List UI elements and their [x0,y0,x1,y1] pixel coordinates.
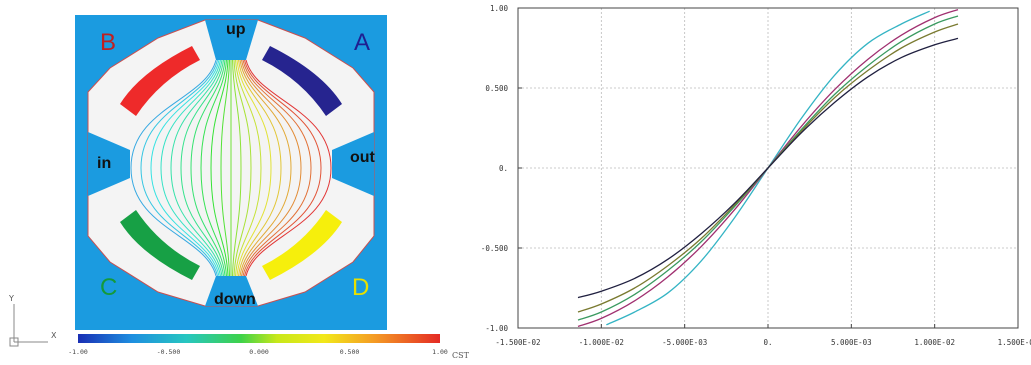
triad-x-label: X [51,331,57,340]
field-lines [130,59,332,277]
x-tick-label: 0. [763,338,772,347]
field-line [239,59,292,277]
chart-ticks: -1.500E-02 -1.000E-02 -5.000E-03 0. 5.000E-0… [481,4,1031,347]
pole-label-D: D [352,274,369,301]
pole-label-A: A [354,29,370,56]
gap-up [205,20,258,60]
colorbar-brand: CST [452,351,470,360]
x-tick-label: -1.000E-02 [579,338,624,347]
field-line [150,59,220,277]
colorbar-tick-label: 1.00 [432,348,448,356]
colorbar [78,334,440,343]
field-line [242,59,312,277]
field-line [180,59,224,277]
y-tick-label: 0.500 [485,84,508,93]
side-label-up: up [226,21,246,38]
field-line [238,59,282,277]
field-line [210,59,229,277]
field-line [160,59,221,277]
field-line [200,59,227,277]
field-line [140,59,218,277]
x-tick-label: -1.500E-02 [495,338,540,347]
x-tick-label: 1.500E-02 [998,338,1031,347]
pole-label-B: B [100,29,116,56]
field-line [241,59,302,277]
field-line [245,59,332,277]
gap-out [332,132,374,196]
pole-B-coil [120,46,200,116]
field-line [190,59,226,277]
line-chart: -1.500E-02 -1.000E-02 -5.000E-03 0. 5.000E-0… [481,4,1031,347]
x-tick-label: 5.000E-03 [831,338,872,347]
field-line [220,59,230,277]
series-line [577,37,959,299]
pole-label-C: C [100,274,117,301]
y-tick-label: -1.00 [485,324,508,333]
gap-down [205,276,258,306]
gap-in [88,132,130,196]
side-label-down: down [214,291,256,308]
field-line [233,59,252,277]
field-line [130,59,217,277]
colorbar-tick-label: 0.500 [340,348,360,356]
pole-C-coil [120,210,200,280]
field-line [236,59,272,277]
field-map-svg: B A C D up down in out Y X -1.00 -0.500 0.… [8,15,470,360]
axis-triad: Y X [8,294,57,347]
y-tick-label: 0. [499,164,508,173]
x-tick-label: 1.000E-02 [914,338,955,347]
field-line [235,59,262,277]
colorbar-ticks: -1.00 -0.500 0.000 0.500 1.00 [68,348,448,356]
pole-A-coil [262,46,342,116]
x-tick-label: -5.000E-03 [662,338,707,347]
field-line [232,59,242,277]
plot-frame [517,7,1019,329]
colorbar-tick-label: -1.00 [68,348,88,356]
chart-series [577,8,959,328]
pole-D-coil [262,210,342,280]
y-tick-label: 1.00 [490,4,509,13]
side-label-in: in [97,155,111,172]
field-line [244,59,322,277]
triad-y-label: Y [8,294,14,303]
colorbar-tick-label: 0.000 [249,348,269,356]
chart-panel: -1.500E-02 -1.000E-02 -5.000E-03 0. 5.000E-0… [470,0,1031,361]
side-label-out: out [350,149,376,166]
y-tick-label: -0.500 [481,244,509,253]
colorbar-tick-label: -0.500 [157,348,181,356]
field-line [170,59,223,277]
field-map-panel: B A C D up down in out Y X -1.00 -0.500 0.… [0,0,470,361]
